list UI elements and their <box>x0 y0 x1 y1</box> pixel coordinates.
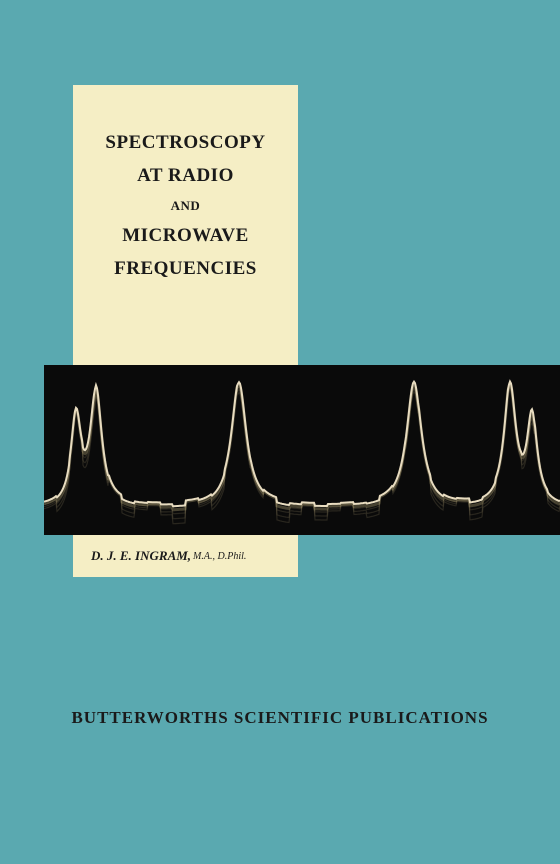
spectrum-band <box>44 365 560 535</box>
author-credentials: M.A., D.Phil. <box>193 551 246 562</box>
title-line-4: MICROWAVE <box>73 226 298 245</box>
author-name: D. J. E. INGRAM, <box>91 548 191 564</box>
title-line-1: SPECTROSCOPY <box>73 133 298 152</box>
title-line-2: AT RADIO <box>73 166 298 185</box>
title-line-5: FREQUENCIES <box>73 259 298 278</box>
title-line-3: AND <box>73 199 298 212</box>
publisher-text: BUTTERWORTHS SCIENTIFIC PUBLICATIONS <box>0 708 560 728</box>
spectrum-trace <box>44 365 560 535</box>
title-box: SPECTROSCOPY AT RADIO AND MICROWAVE FREQ… <box>73 85 298 365</box>
author-box: D. J. E. INGRAM, M.A., D.Phil. <box>73 535 298 577</box>
